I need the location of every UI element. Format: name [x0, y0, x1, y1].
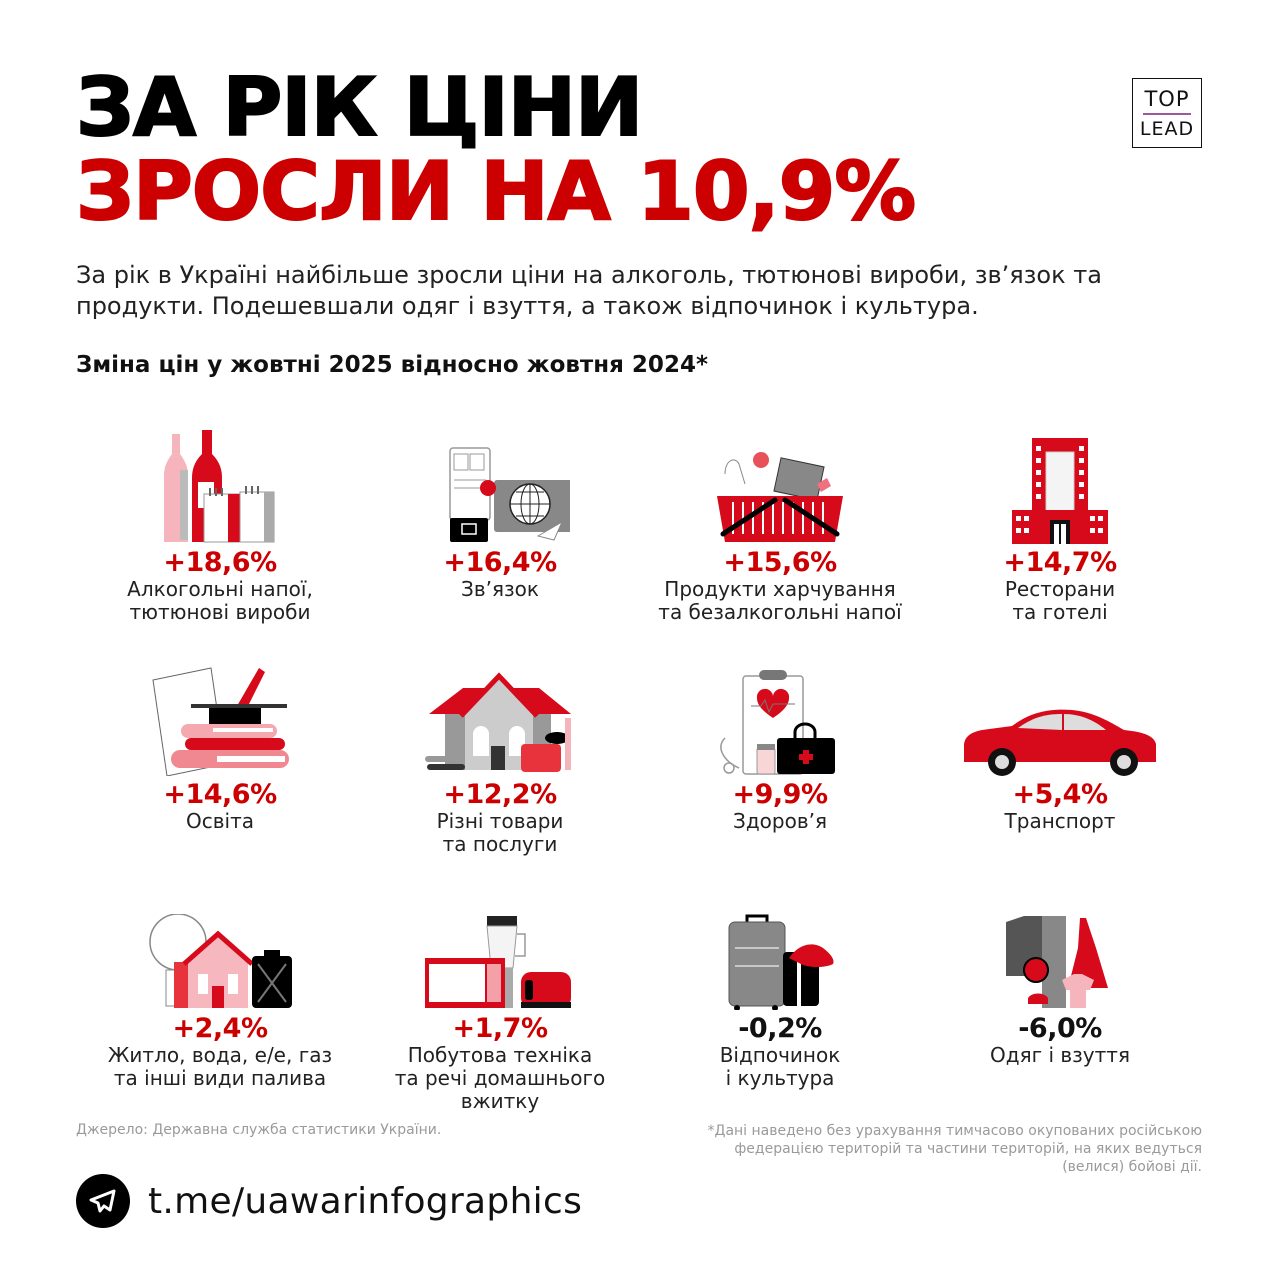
- category-value: +14,6%: [163, 779, 277, 810]
- category-value: -0,2%: [738, 1013, 822, 1044]
- category-label: Транспорт: [1004, 809, 1116, 833]
- goods-services-icon: [400, 652, 600, 776]
- category-label: Побутова техніка та речі домашнього вжит…: [394, 1043, 606, 1113]
- category-label: Ресторани та готелі: [1004, 577, 1116, 624]
- leisure-luggage-icon: [680, 886, 880, 1010]
- clothing-icon: [960, 886, 1160, 1010]
- education-icon: [120, 652, 320, 776]
- category-value: +1,7%: [452, 1013, 548, 1044]
- category-label: Різні товари та послуги: [436, 809, 564, 856]
- category-leisure-culture: -0,2% Відпочинок і культура: [640, 886, 920, 1113]
- category-label: Здоров’я: [733, 809, 827, 833]
- top-lead-logo: TOP LEAD: [1132, 78, 1202, 148]
- telegram-icon: [76, 1174, 130, 1228]
- headline-line-2: ЗРОСЛИ НА 10,9%: [75, 145, 917, 238]
- logo-top-text: TOP: [1144, 86, 1190, 111]
- alcohol-tobacco-icon: [120, 420, 320, 544]
- category-value: +18,6%: [163, 547, 277, 578]
- category-label: Освіта: [186, 809, 254, 833]
- category-food: +15,6% Продукти харчування та безалкогол…: [640, 420, 920, 648]
- category-label: Алкогольні напої, тютюнові вироби: [127, 577, 313, 624]
- health-icon: [680, 652, 880, 776]
- category-value: +15,6%: [723, 547, 837, 578]
- category-value: +9,9%: [732, 779, 828, 810]
- category-label: Житло, вода, е/е, газ та інші види палив…: [107, 1043, 333, 1090]
- telegram-link[interactable]: t.me/uawarinfographics: [76, 1174, 582, 1228]
- communication-icon: [400, 420, 600, 544]
- category-restaurants-hotels: +14,7% Ресторани та готелі: [920, 420, 1200, 648]
- category-label: Відпочинок і культура: [719, 1043, 841, 1090]
- category-grid: +18,6% Алкогольні напої, тютюнові вироби…: [80, 420, 1200, 1113]
- lead-paragraph: За рік в Україні найбільше зросли ціни н…: [76, 261, 1102, 320]
- appliances-icon: [400, 886, 600, 1010]
- category-appliances: +1,7% Побутова техніка та речі домашньог…: [360, 886, 640, 1113]
- category-goods-services: +12,2% Різні товари та послуги: [360, 652, 640, 878]
- headline-line-1: ЗА РІК ЦІНИ: [75, 61, 644, 154]
- category-communication: +16,4% Зв’язок: [360, 420, 640, 648]
- housing-utilities-icon: [120, 886, 320, 1010]
- logo-bottom-text: LEAD: [1139, 117, 1195, 140]
- category-education: +14,6% Освіта: [80, 652, 360, 878]
- category-transport: +5,4% Транспорт: [920, 652, 1200, 878]
- category-clothing: -6,0% Одяг і взуття: [920, 886, 1200, 1113]
- category-alcohol-tobacco: +18,6% Алкогольні напої, тютюнові вироби: [80, 420, 360, 648]
- source-text: Джерело: Державна служба статистики Укра…: [76, 1122, 442, 1138]
- category-value: +2,4%: [172, 1013, 268, 1044]
- category-value: -6,0%: [1018, 1013, 1102, 1044]
- category-value: +12,2%: [443, 779, 557, 810]
- category-label: Одяг і взуття: [990, 1043, 1130, 1067]
- category-housing-utilities: +2,4% Житло, вода, е/е, газ та інші види…: [80, 886, 360, 1113]
- category-value: +5,4%: [1012, 779, 1108, 810]
- logo-divider: [1143, 112, 1191, 115]
- chart-subtitle: Зміна цін у жовтні 2025 відносно жовтня …: [76, 352, 708, 378]
- grocery-basket-icon: [680, 420, 880, 544]
- headline: ЗА РІК ЦІНИ ЗРОСЛИ НА 10,9%: [75, 61, 917, 238]
- hotel-icon: [960, 420, 1160, 544]
- category-label: Зв’язок: [461, 577, 539, 601]
- car-icon: [960, 652, 1160, 776]
- telegram-link-text[interactable]: t.me/uawarinfographics: [148, 1180, 583, 1222]
- category-value: +16,4%: [443, 547, 557, 578]
- category-value: +14,7%: [1003, 547, 1117, 578]
- footnote: *Дані наведено без урахування тимчасово …: [707, 1123, 1202, 1175]
- category-label: Продукти харчування та безалкогольні нап…: [658, 577, 902, 624]
- category-health: +9,9% Здоров’я: [640, 652, 920, 878]
